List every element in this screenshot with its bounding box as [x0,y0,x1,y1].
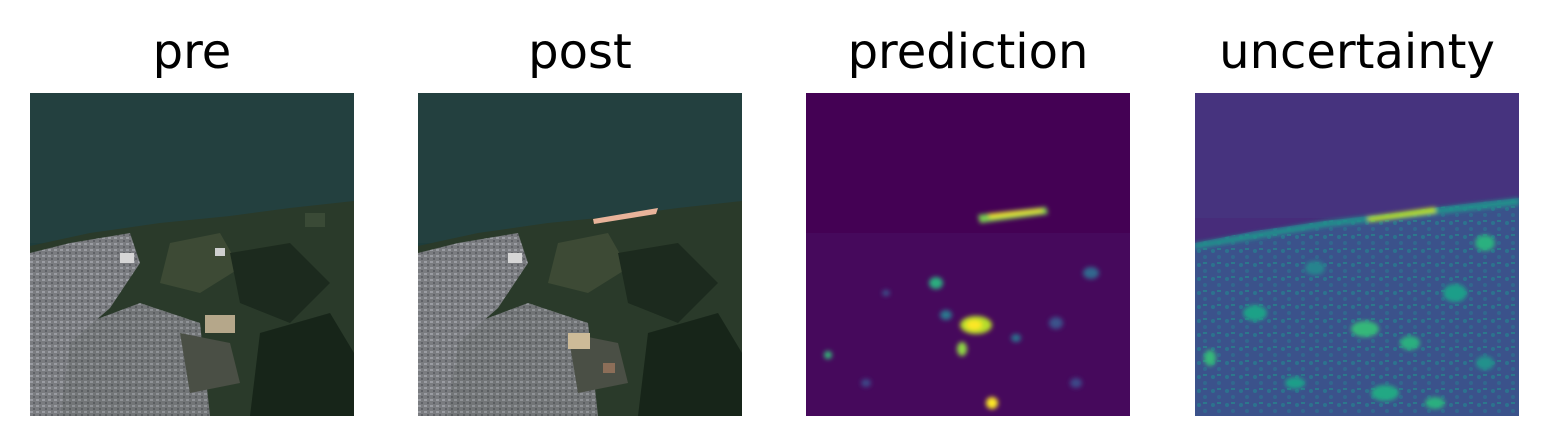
post-satellite-image [418,93,742,416]
prediction-image [806,93,1130,416]
pre-image [30,93,354,416]
panel-prediction: prediction [806,0,1130,446]
panel-title-post: post [528,24,632,80]
panel-title-uncertainty: uncertainty [1219,24,1495,80]
uncertainty-heatmap [1195,93,1519,416]
prediction-heatmap [806,93,1130,416]
post-image [418,93,742,416]
panel-post: post [418,0,742,446]
panel-title-prediction: prediction [847,24,1089,80]
uncertainty-image [1195,93,1519,416]
panel-title-pre: pre [152,24,232,80]
pre-satellite-image [30,93,354,416]
panel-uncertainty: uncertainty [1195,0,1519,446]
panel-pre: pre [30,0,354,446]
